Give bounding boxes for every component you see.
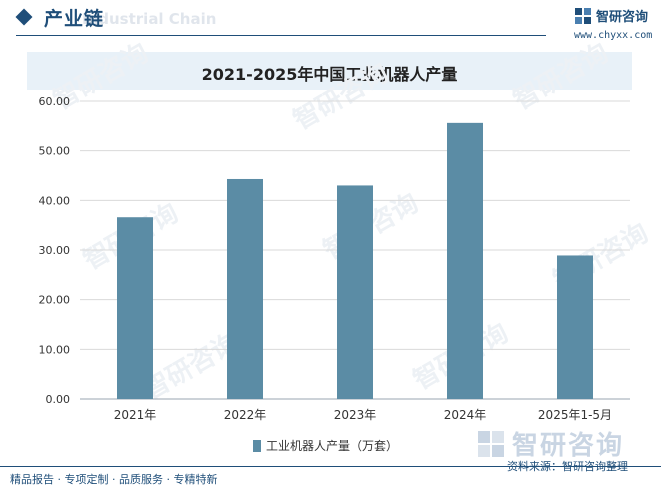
- y-tick-label: 10.00: [39, 343, 71, 356]
- chart-legend: 工业机器人产量（万套）: [253, 437, 398, 454]
- y-tick-label: 20.00: [39, 294, 71, 307]
- header-subtitle-en: Industrial Chain: [82, 10, 217, 28]
- bottom-watermark-logo: 智研咨询: [476, 425, 624, 462]
- footer-divider: [0, 466, 661, 467]
- brand-name: 智研咨询: [596, 10, 649, 25]
- x-tick-label: 2025年1-5月: [538, 408, 612, 422]
- y-tick-label: 30.00: [39, 244, 71, 257]
- y-tick-label: 0.00: [46, 393, 71, 406]
- footer-tagline: 精品报告 · 专项定制 · 品质服务 · 专精特新: [10, 473, 218, 486]
- y-tick-label: 40.00: [39, 194, 71, 207]
- watermark-text: 智研咨询: [288, 57, 394, 136]
- legend-label: 工业机器人产量（万套）: [266, 439, 399, 453]
- bar: [117, 217, 153, 399]
- header-title: 产业链: [44, 8, 105, 30]
- bar: [227, 178, 263, 399]
- brand-logo-icon: [575, 7, 591, 24]
- brand[interactable]: 智研咨询: [574, 6, 648, 25]
- x-tick-label: 2024年: [444, 408, 487, 422]
- watermark-text: 智研咨询: [508, 37, 614, 116]
- brand-url[interactable]: www.chyxx.com: [574, 30, 653, 41]
- page-header: Industrial Chain 产业链 智研咨询 www.chyxx.com: [0, 0, 661, 41]
- y-tick-label: 50.00: [39, 145, 71, 158]
- chart-title: 2021-2025年中国工业机器人产量: [201, 65, 458, 84]
- bar: [337, 185, 373, 399]
- chart-title-box: 2021-2025年中国工业机器人产量: [27, 52, 632, 90]
- y-tick-label: 60.00: [39, 95, 71, 108]
- bar: [557, 255, 593, 399]
- x-tick-label: 2021年: [114, 408, 157, 422]
- legend-swatch: [253, 439, 261, 452]
- brand-logo-icon: [478, 430, 504, 457]
- x-tick-label: 2023年: [334, 408, 377, 422]
- bar: [447, 122, 483, 399]
- x-tick-label: 2022年: [224, 408, 267, 422]
- header-divider: [16, 35, 546, 36]
- bottom-logo-text: 智研咨询: [512, 431, 625, 461]
